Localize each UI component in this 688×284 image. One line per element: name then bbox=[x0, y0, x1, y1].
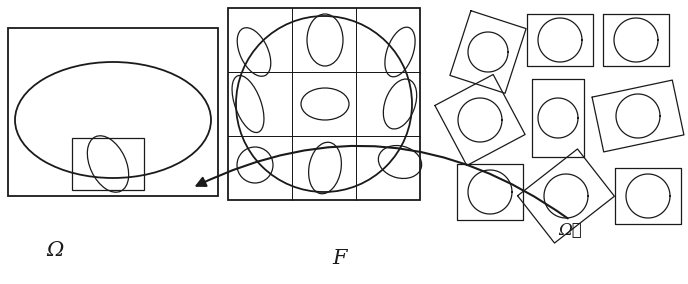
Bar bbox=[228, 8, 420, 200]
Bar bbox=[8, 28, 218, 196]
Text: Ω⋆: Ω⋆ bbox=[558, 222, 582, 239]
Text: Ω: Ω bbox=[46, 241, 63, 260]
Bar bbox=[72, 138, 144, 190]
Text: F: F bbox=[333, 248, 347, 268]
